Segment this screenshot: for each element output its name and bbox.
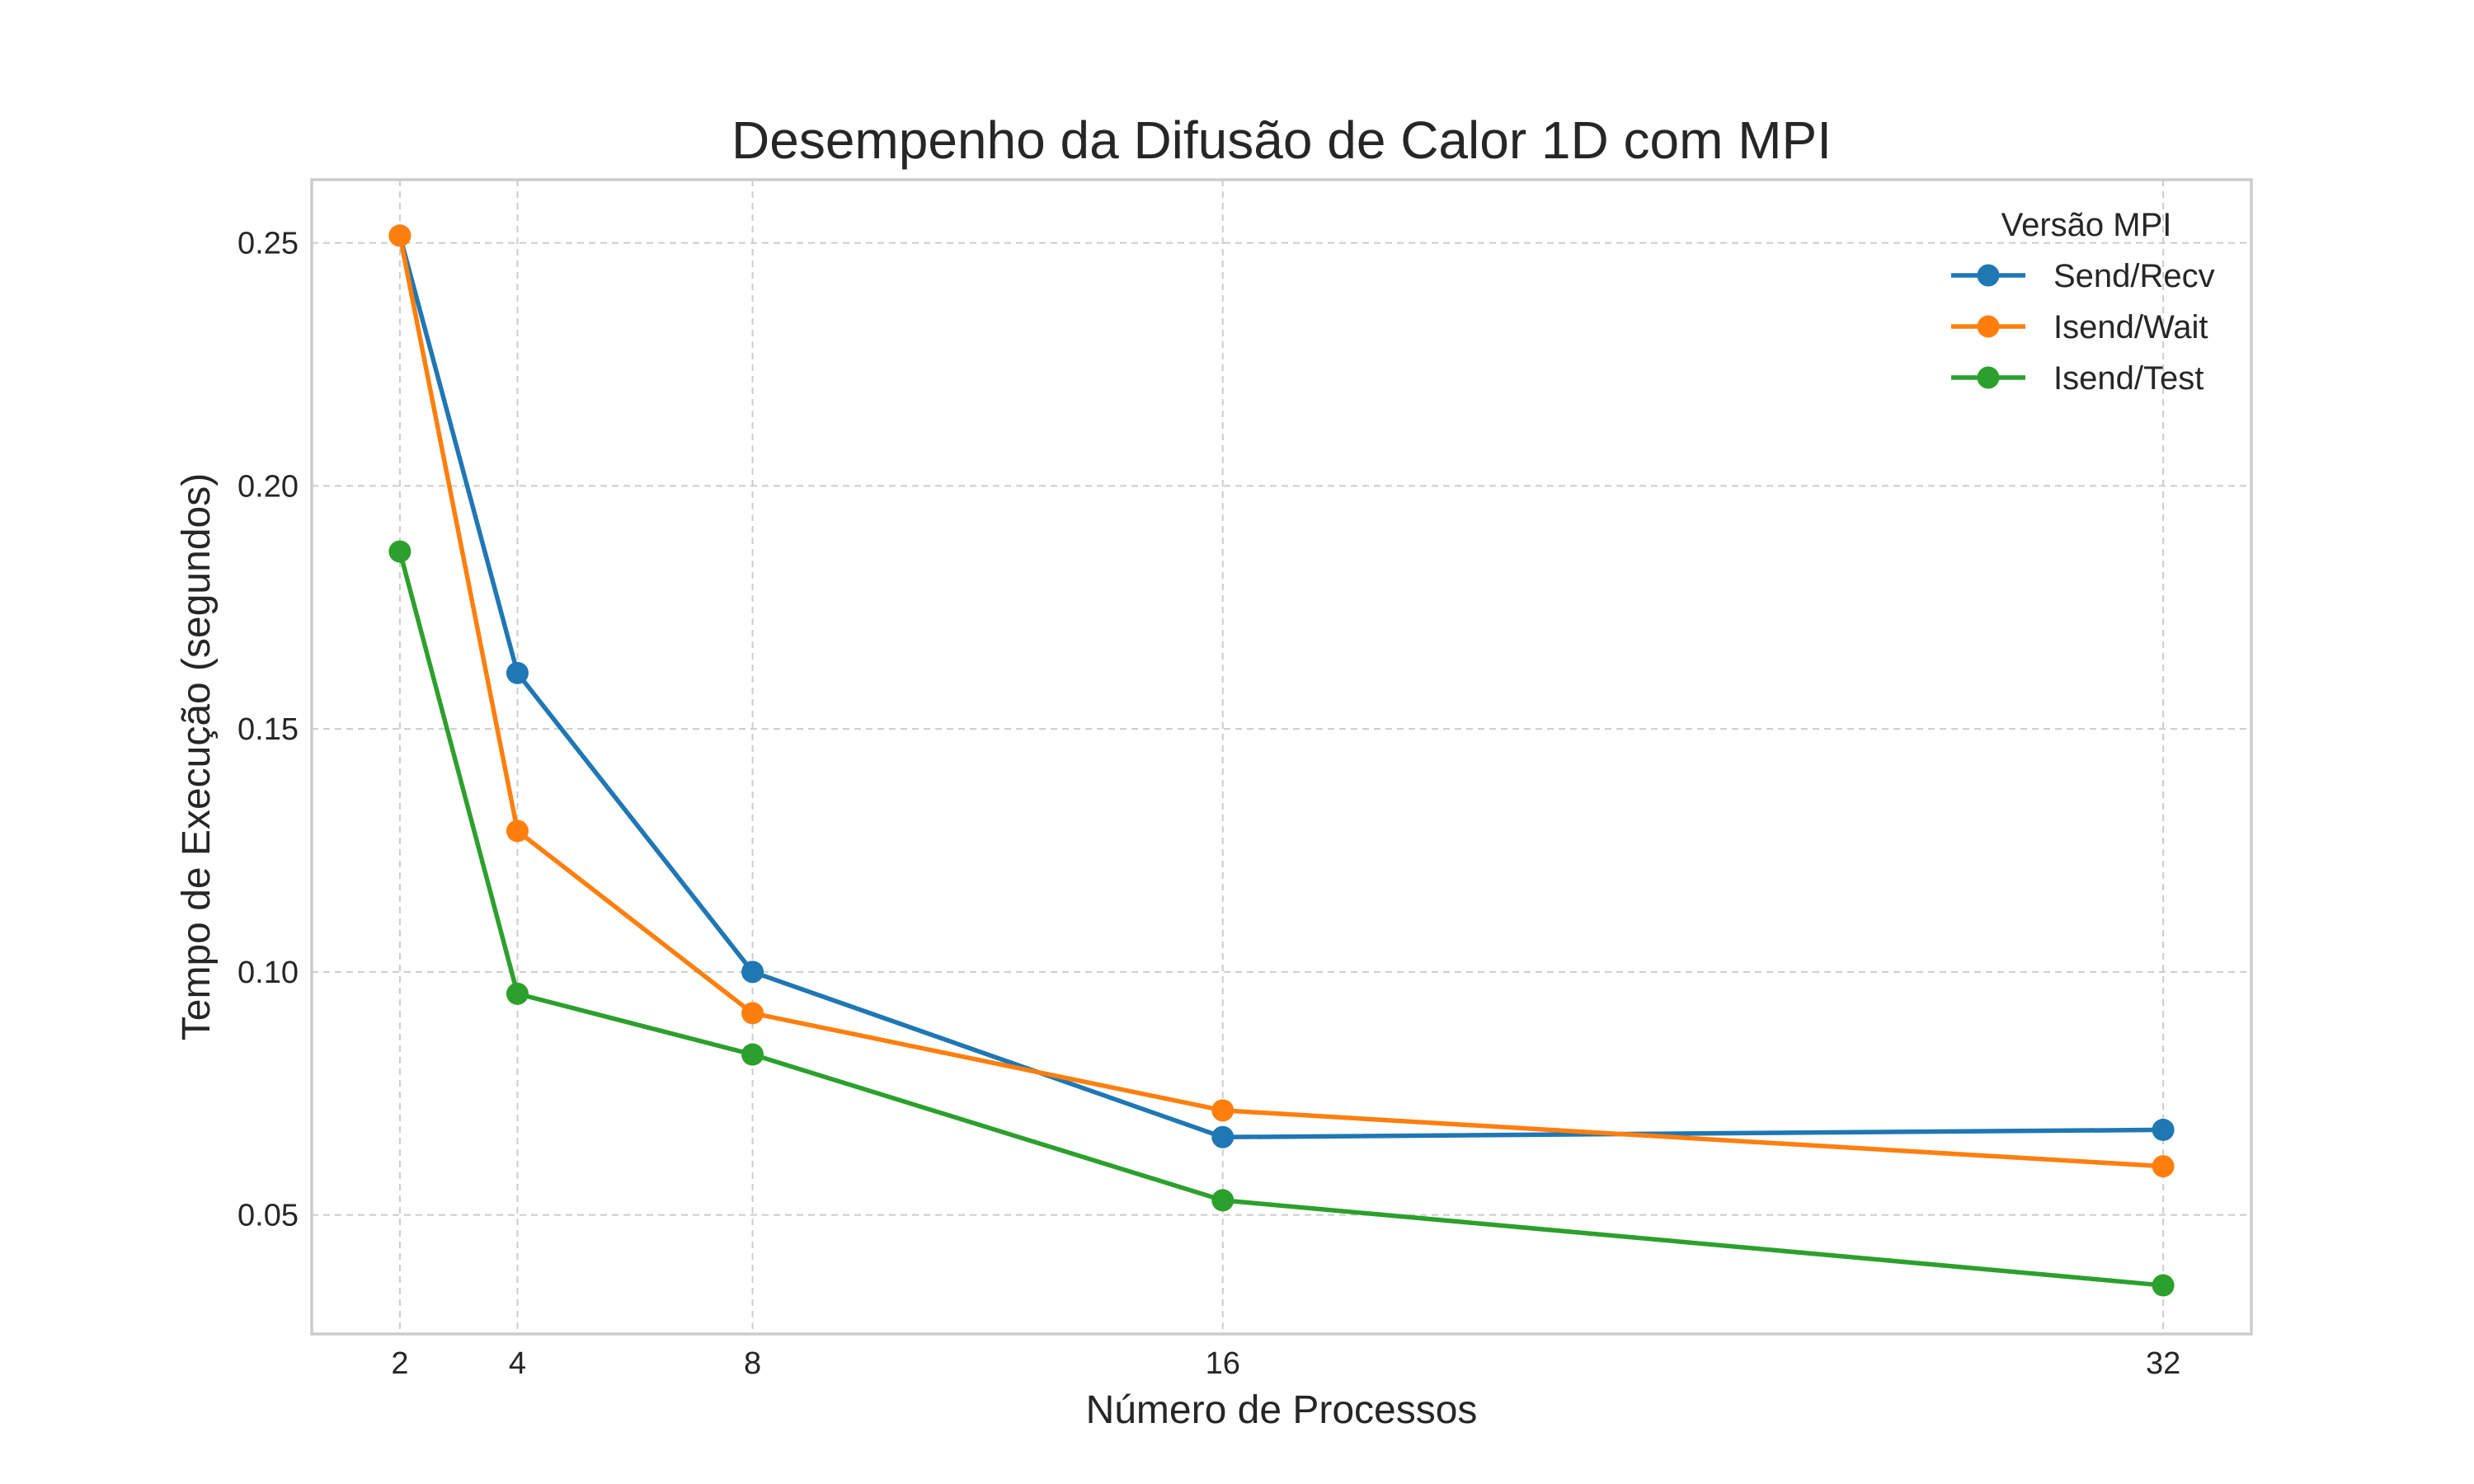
series-isend-wait — [388, 224, 2175, 1178]
data-point — [741, 960, 764, 984]
y-tick-label: 0.05 — [238, 1199, 299, 1233]
x-tick-label: 4 — [509, 1346, 526, 1381]
y-tick-label: 0.10 — [238, 956, 299, 990]
y-axis-label: Tempo de Execução (segundos) — [175, 473, 219, 1040]
data-point — [2152, 1274, 2175, 1297]
data-point — [741, 1043, 764, 1066]
legend-marker — [1977, 315, 2000, 338]
legend-label: Isend/Wait — [2053, 309, 2208, 345]
x-tick-label: 32 — [2146, 1346, 2180, 1381]
plot-frame — [310, 178, 2253, 1336]
y-tick-label: 0.25 — [238, 227, 299, 261]
data-point — [506, 819, 529, 843]
legend: Versão MPI Send/Recv Isend/Wait Isend/Test — [1951, 207, 2215, 397]
legend-marker — [1977, 264, 2000, 287]
data-point — [2152, 1155, 2175, 1178]
data-point — [1211, 1189, 1235, 1212]
legend-label: Send/Recv — [2053, 258, 2215, 294]
data-point — [1211, 1099, 1235, 1122]
legend-entry: Isend/Test — [1951, 360, 2204, 397]
chart-title: Desempenho da Difusão de Calor 1D com MP… — [731, 110, 1832, 170]
x-tick-label: 16 — [1206, 1346, 1240, 1381]
legend-entry: Isend/Wait — [1951, 309, 2208, 345]
legend-marker — [1977, 366, 2000, 389]
x-tick-label: 8 — [744, 1346, 761, 1381]
data-point — [388, 224, 412, 247]
x-tick-label: 2 — [391, 1346, 408, 1381]
data-point — [741, 1002, 764, 1025]
data-point — [506, 661, 529, 684]
legend-title: Versão MPI — [2001, 207, 2172, 243]
legend-label: Isend/Test — [2053, 360, 2204, 397]
y-tick-label: 0.20 — [238, 469, 299, 504]
series-isend-test — [388, 540, 2175, 1297]
series-layer — [388, 224, 2175, 1297]
legend-entry: Send/Recv — [1951, 258, 2215, 294]
tick-labels: 2 4 8 16 32 0.05 0.10 0.15 0.20 0.25 — [238, 227, 2180, 1381]
data-point — [506, 982, 529, 1005]
data-point — [388, 540, 412, 563]
y-tick-label: 0.15 — [238, 712, 299, 747]
data-point — [2152, 1118, 2175, 1141]
x-axis-label: Número de Processos — [1086, 1388, 1478, 1432]
data-point — [1211, 1125, 1235, 1148]
